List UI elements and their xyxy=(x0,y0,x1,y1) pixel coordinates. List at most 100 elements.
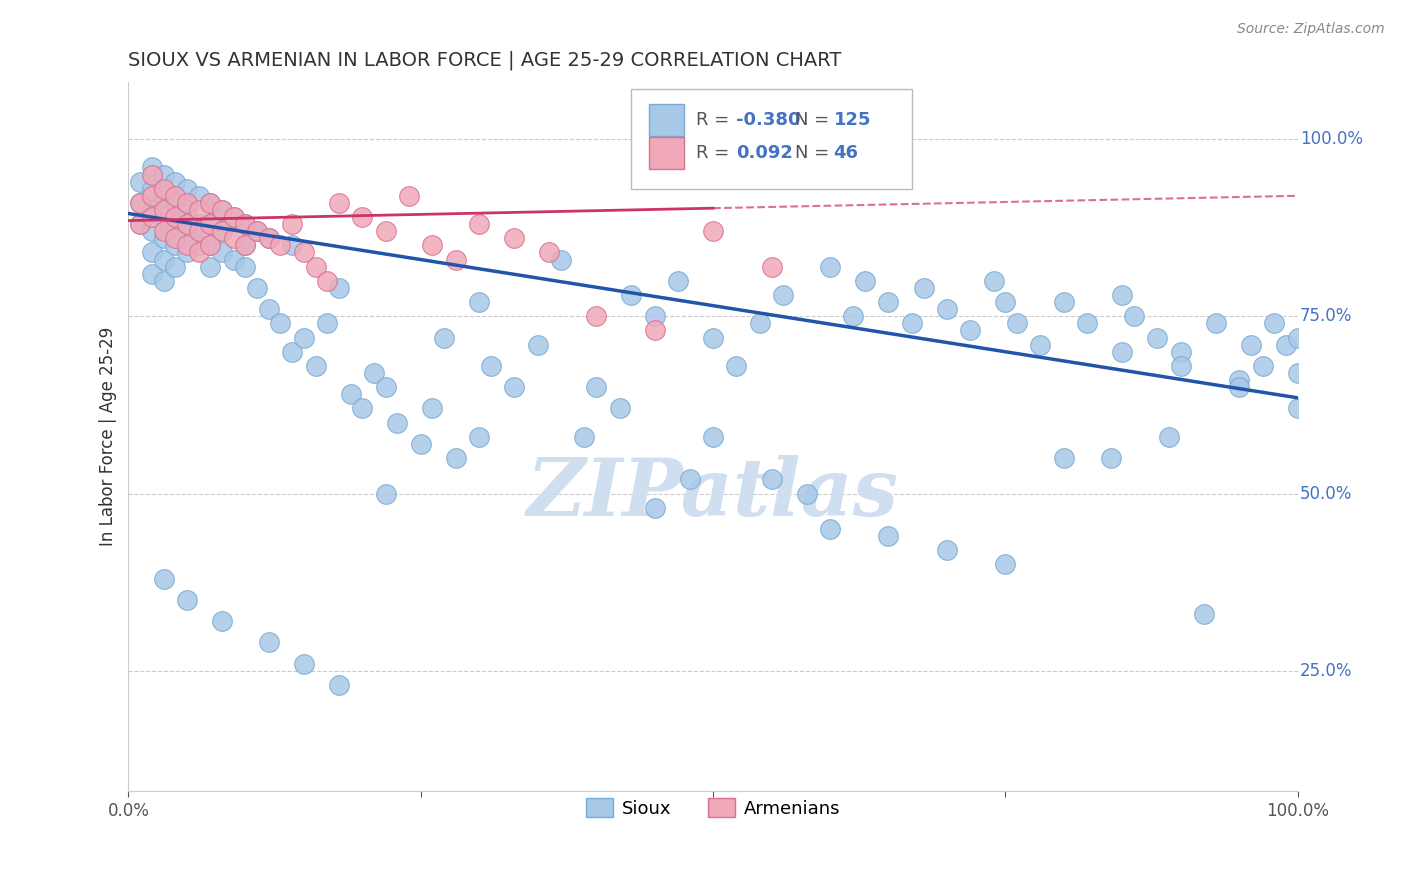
FancyBboxPatch shape xyxy=(648,104,683,136)
Point xyxy=(1076,317,1098,331)
Text: N =: N = xyxy=(794,145,835,162)
Point xyxy=(187,238,209,252)
Point xyxy=(222,231,245,245)
Point xyxy=(211,224,233,238)
Point xyxy=(352,210,374,224)
Point xyxy=(901,317,924,331)
Point xyxy=(702,330,724,344)
Point xyxy=(235,217,257,231)
Point xyxy=(257,231,280,245)
Point xyxy=(257,635,280,649)
Point xyxy=(211,224,233,238)
Point xyxy=(374,486,396,500)
Point xyxy=(666,274,689,288)
Point xyxy=(818,522,841,536)
Point xyxy=(1005,317,1028,331)
Point xyxy=(176,217,198,231)
Point xyxy=(503,231,526,245)
Point xyxy=(1227,373,1250,387)
Point xyxy=(1123,310,1146,324)
Point xyxy=(187,245,209,260)
Point xyxy=(574,430,596,444)
Point xyxy=(176,238,198,252)
Point xyxy=(772,288,794,302)
Point xyxy=(281,344,304,359)
Point xyxy=(398,188,420,202)
Point xyxy=(246,224,269,238)
Point xyxy=(129,217,152,231)
Point xyxy=(176,224,198,238)
Point xyxy=(129,175,152,189)
Point xyxy=(152,188,174,202)
Point xyxy=(328,678,350,692)
Text: 100.0%: 100.0% xyxy=(1301,130,1362,148)
Point xyxy=(165,210,187,224)
Point xyxy=(352,401,374,416)
Point xyxy=(725,359,748,373)
Point xyxy=(211,614,233,628)
Point xyxy=(468,217,491,231)
Point xyxy=(165,188,187,202)
Point xyxy=(1170,359,1192,373)
Text: 75.0%: 75.0% xyxy=(1301,308,1353,326)
Point xyxy=(585,310,607,324)
Point xyxy=(1227,380,1250,394)
Y-axis label: In Labor Force | Age 25-29: In Labor Force | Age 25-29 xyxy=(100,327,117,547)
Point xyxy=(152,182,174,196)
Point xyxy=(200,217,222,231)
Point xyxy=(538,245,561,260)
Point xyxy=(292,330,315,344)
Point xyxy=(620,288,643,302)
Text: 125: 125 xyxy=(834,111,870,129)
Point xyxy=(1157,430,1180,444)
Legend: Sioux, Armenians: Sioux, Armenians xyxy=(579,791,848,825)
Point xyxy=(702,224,724,238)
Point xyxy=(152,210,174,224)
Point xyxy=(304,359,326,373)
Point xyxy=(165,195,187,210)
Point xyxy=(304,260,326,274)
Point xyxy=(176,182,198,196)
Point xyxy=(1240,337,1263,351)
Point xyxy=(129,195,152,210)
Text: R =: R = xyxy=(696,145,734,162)
Point xyxy=(644,500,666,515)
Point xyxy=(1146,330,1168,344)
Point xyxy=(141,168,163,182)
Point xyxy=(235,260,257,274)
Point xyxy=(257,231,280,245)
Point xyxy=(1053,295,1076,310)
Point xyxy=(1251,359,1274,373)
Point xyxy=(585,380,607,394)
Point xyxy=(200,195,222,210)
Point xyxy=(176,245,198,260)
Point xyxy=(165,217,187,231)
Point xyxy=(176,593,198,607)
Point xyxy=(246,281,269,295)
Point xyxy=(842,310,865,324)
Point xyxy=(468,430,491,444)
Point xyxy=(935,543,957,558)
Point xyxy=(328,195,350,210)
Point xyxy=(165,260,187,274)
Point xyxy=(141,202,163,217)
Point xyxy=(211,245,233,260)
Point xyxy=(152,572,174,586)
Point xyxy=(281,217,304,231)
Point xyxy=(141,245,163,260)
Point xyxy=(187,202,209,217)
Point xyxy=(165,175,187,189)
Point xyxy=(141,182,163,196)
Point xyxy=(387,416,409,430)
Point xyxy=(281,238,304,252)
Point xyxy=(796,486,818,500)
Point xyxy=(609,401,631,416)
Text: -0.380: -0.380 xyxy=(737,111,801,129)
Point xyxy=(526,337,548,351)
Point xyxy=(503,380,526,394)
Point xyxy=(363,366,385,380)
Point xyxy=(877,295,900,310)
Point xyxy=(176,195,198,210)
Point xyxy=(422,238,444,252)
Point xyxy=(246,224,269,238)
